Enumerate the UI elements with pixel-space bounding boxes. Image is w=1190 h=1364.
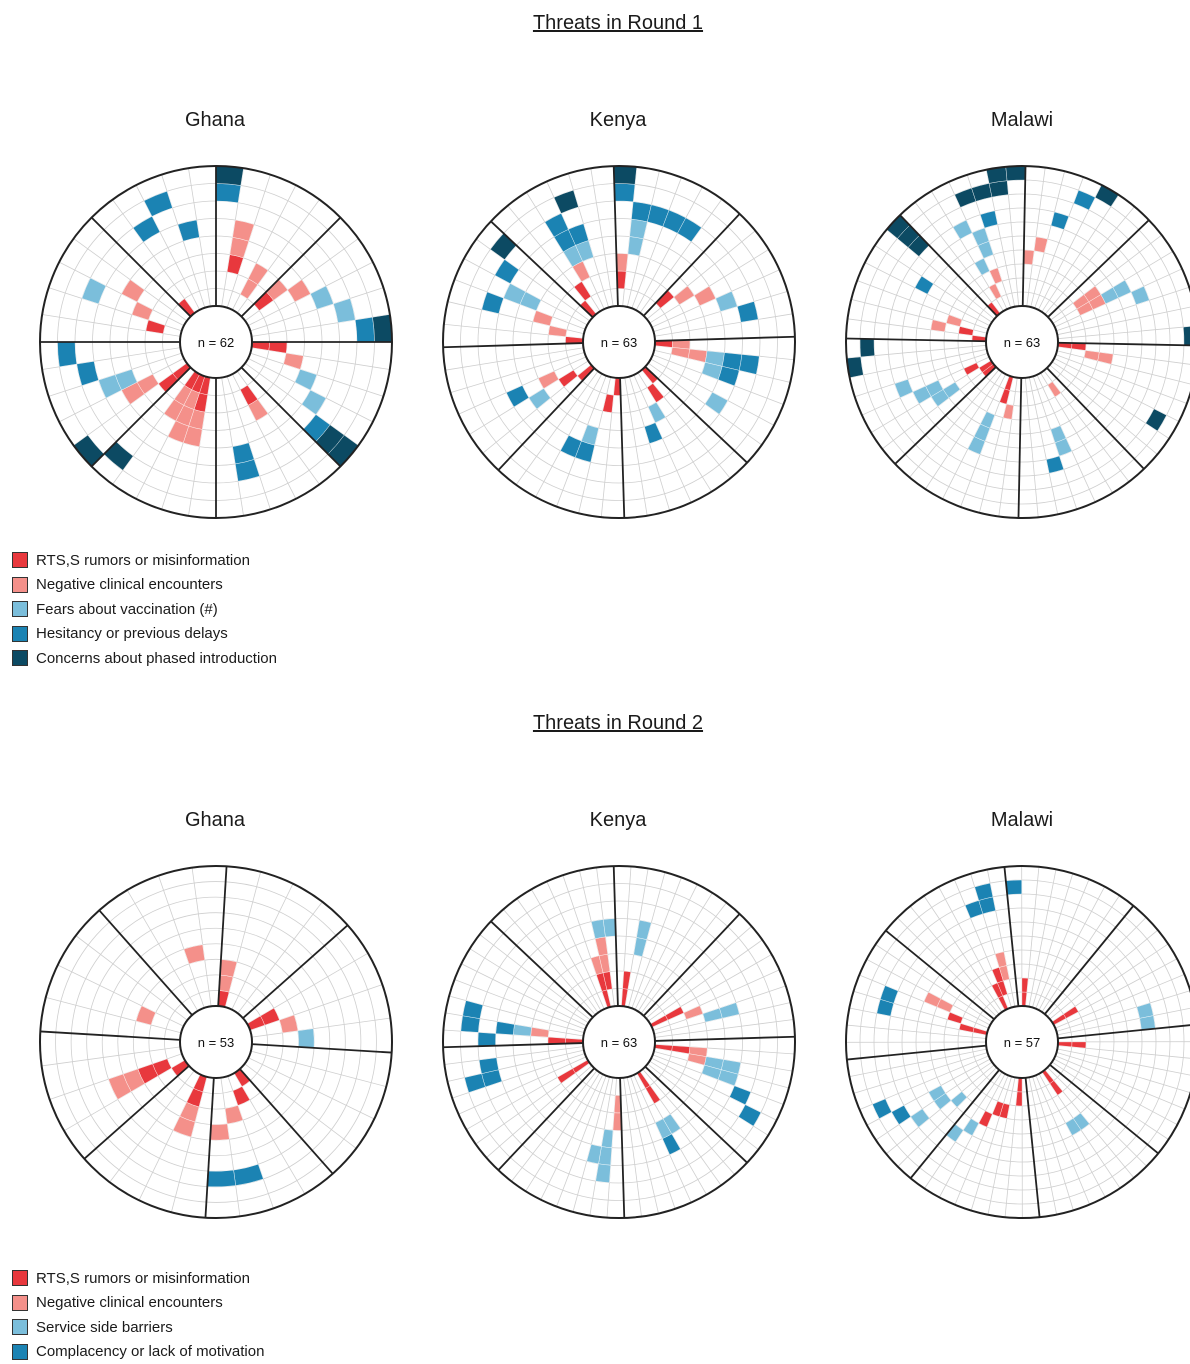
radial-chart-r1-ghana: n = 62 bbox=[37, 163, 395, 521]
country-label-r2-kenya: Kenya bbox=[518, 809, 718, 832]
legend-label: Negative clinical encounters bbox=[36, 1294, 223, 1311]
country-label-r1-ghana: Ghana bbox=[115, 109, 315, 132]
n-label: n = 63 bbox=[601, 335, 638, 350]
country-label-r2-malawi: Malawi bbox=[922, 809, 1122, 832]
cell-rumors bbox=[617, 271, 626, 289]
radial-chart-r2-kenya: n = 63 bbox=[440, 863, 798, 1221]
cell-fears bbox=[603, 919, 616, 937]
legend-round-2: RTS,S rumors or misinformation Negative … bbox=[12, 1266, 264, 1364]
n-label: n = 62 bbox=[198, 335, 235, 350]
cell-phased bbox=[1006, 166, 1026, 181]
legend-label: RTS,S rumors or misinformation bbox=[36, 1270, 250, 1287]
legend-item: Complacency or lack of motivation bbox=[12, 1340, 264, 1364]
n-label: n = 63 bbox=[601, 1035, 638, 1050]
legend-item: Service side barriers bbox=[12, 1315, 264, 1340]
cell-hesitancy bbox=[216, 184, 241, 203]
country-label-r1-malawi: Malawi bbox=[922, 109, 1122, 132]
legend-label: Concerns about phased introduction bbox=[36, 650, 277, 667]
legend-swatch bbox=[12, 601, 28, 617]
cell-fears bbox=[298, 1029, 314, 1048]
legend-swatch bbox=[12, 1319, 28, 1335]
legend-swatch bbox=[12, 1295, 28, 1311]
cell-hesitancy bbox=[614, 184, 635, 202]
legend-item: Concerns about phased introduction bbox=[12, 646, 277, 671]
cell-fears bbox=[596, 1164, 611, 1183]
legend-label: RTS,S rumors or misinformation bbox=[36, 552, 250, 569]
legend-item: RTS,S rumors or misinformation bbox=[12, 1266, 264, 1291]
legend-item: RTS,S rumors or misinformation bbox=[12, 548, 277, 573]
cell-phased bbox=[373, 314, 392, 342]
legend-label: Service side barriers bbox=[36, 1319, 173, 1336]
cell-rumors bbox=[1022, 978, 1028, 992]
legend-label: Negative clinical encounters bbox=[36, 576, 223, 593]
cell-phased bbox=[216, 166, 244, 185]
cell-hesitancy bbox=[207, 1170, 235, 1187]
legend-swatch bbox=[12, 552, 28, 568]
legend-item: Negative clinical encounters bbox=[12, 1291, 264, 1316]
legend-item: Fears about vaccination (#) bbox=[12, 597, 277, 622]
legend-item: Negative clinical encounters bbox=[12, 573, 277, 598]
cell-hesitancy bbox=[478, 1032, 496, 1046]
cell-hesitancy bbox=[355, 317, 374, 342]
cell-phased bbox=[860, 339, 875, 357]
legend-swatch bbox=[12, 1344, 28, 1360]
cell-clinical bbox=[1024, 250, 1035, 265]
legend-swatch bbox=[12, 1270, 28, 1286]
country-label-r2-ghana: Ghana bbox=[115, 809, 315, 832]
cell-hesitancy bbox=[1006, 880, 1022, 895]
cell-fears bbox=[1140, 1016, 1156, 1030]
legend-label: Hesitancy or previous delays bbox=[36, 625, 228, 642]
cell-rumors bbox=[1016, 1092, 1022, 1106]
legend-label: Complacency or lack of motivation bbox=[36, 1343, 264, 1360]
cell-rumors bbox=[1072, 1042, 1086, 1048]
cell-clinical bbox=[616, 254, 628, 272]
legend-swatch bbox=[12, 577, 28, 593]
n-label: n = 63 bbox=[1004, 335, 1041, 350]
round-2-title: Threats in Round 2 bbox=[0, 712, 1190, 735]
n-label: n = 57 bbox=[1004, 1035, 1041, 1050]
legend-swatch bbox=[12, 626, 28, 642]
country-label-r1-kenya: Kenya bbox=[518, 109, 718, 132]
radial-chart-r1-malawi: n = 63 bbox=[843, 163, 1190, 521]
cell-clinical bbox=[210, 1124, 229, 1140]
legend-label: Fears about vaccination (#) bbox=[36, 601, 218, 618]
round-1-title: Threats in Round 1 bbox=[0, 12, 1190, 35]
cell-phased bbox=[989, 181, 1008, 197]
legend-item: Hesitancy or previous delays bbox=[12, 622, 277, 647]
radial-chart-r2-malawi: n = 57 bbox=[843, 863, 1190, 1221]
cell-phased bbox=[614, 166, 637, 184]
radial-chart-r2-ghana: n = 53 bbox=[37, 863, 395, 1221]
cell-phased bbox=[1183, 326, 1190, 346]
legend-round-1: RTS,S rumors or misinformation Negative … bbox=[12, 548, 277, 671]
legend-swatch bbox=[12, 650, 28, 666]
radial-chart-r1-kenya: n = 63 bbox=[440, 163, 798, 521]
n-label: n = 53 bbox=[198, 1035, 235, 1050]
cell-hesitancy bbox=[58, 342, 77, 367]
